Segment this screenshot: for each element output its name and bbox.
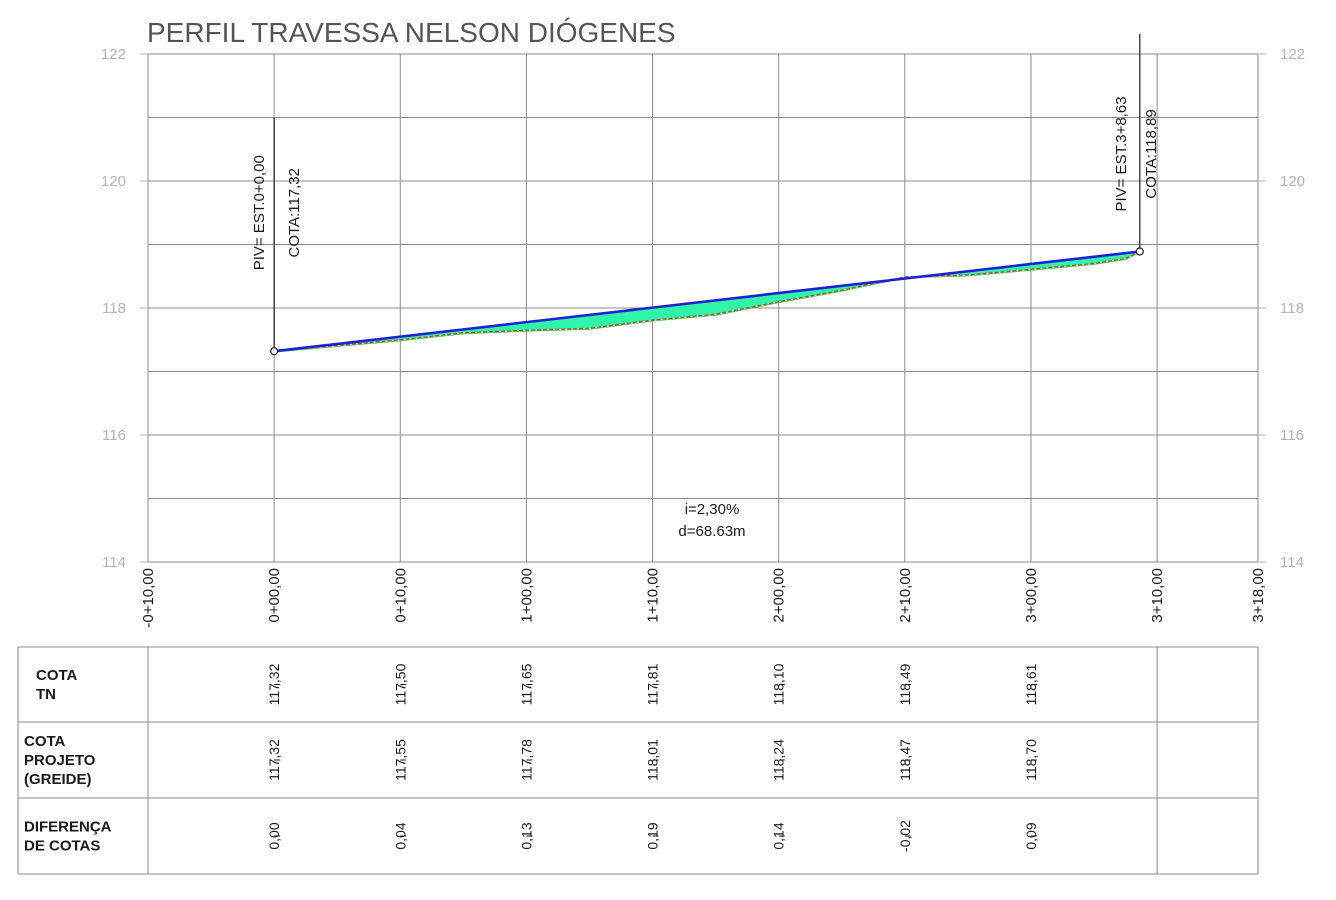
slope-label: i=2,30% [685, 501, 740, 518]
table-row-title: (GREIDE) [24, 771, 92, 788]
y-tick-label-left: 122 [101, 46, 126, 63]
design-grade-line [273, 250, 1140, 353]
table-row-title: PROJETO [24, 752, 96, 769]
table-cell-value: 117,65 [518, 663, 534, 705]
table-cell-value: 0,19 [645, 822, 661, 849]
table-cell-value: 118,10 [771, 663, 787, 705]
piv-point [270, 347, 279, 356]
table-cell-value: 0,00 [266, 822, 282, 849]
table-cell-value: 0,09 [1023, 822, 1039, 849]
station-label: 3+10,00 [1149, 568, 1166, 623]
station-label: -0+10,00 [140, 568, 157, 628]
y-tick-label-left: 118 [102, 300, 126, 317]
station-label: 2+00,00 [771, 568, 788, 623]
station-label: 0+00,00 [266, 568, 283, 623]
profile-series [273, 250, 1141, 353]
table-cell-value: 0,13 [518, 822, 534, 849]
station-label: 0+10,00 [392, 568, 409, 623]
station-label: 3+18,00 [1250, 568, 1267, 623]
table-cell-value: 118,01 [645, 739, 661, 781]
table-cell-value: -0,02 [897, 820, 913, 852]
table-cell-value: 118,49 [897, 663, 913, 705]
piv-point [1135, 247, 1144, 256]
station-label: 2+10,00 [897, 568, 914, 623]
table-cell-value: 118,24 [771, 739, 787, 781]
table-cell-value: 0,04 [392, 822, 408, 849]
terrain-line-green [274, 252, 1140, 353]
table-cell-value: 117,32 [266, 739, 282, 781]
piv-markers: PIV= EST.0+0,00 COTA:117,32 PIV= EST.3+8,6… [251, 34, 1160, 356]
chart-title: PERFIL TRAVESSA NELSON DIÓGENES [147, 17, 676, 48]
terrain-line [274, 250, 1141, 352]
station-label: 1+10,00 [645, 568, 662, 623]
station-label: 3+00,00 [1023, 568, 1040, 623]
y-tick-label-right: 120 [1280, 173, 1305, 190]
y-tick-label-left: 120 [101, 173, 126, 190]
table-cell-value: 117,50 [392, 663, 408, 705]
table-row-title: TN [36, 686, 56, 703]
y-tick-label-right: 114 [1280, 554, 1304, 571]
elevation-table: COTA TN 117,32 117,50 117,65 117,81 118,10 118,… [17, 646, 1259, 875]
table-row-title: COTA [24, 733, 66, 750]
y-tick-label-left: 114 [102, 554, 126, 571]
table-row-title: DIFERENÇA [24, 819, 112, 836]
y-tick-label-right: 118 [1280, 300, 1304, 317]
table-row-title: DE COTAS [24, 838, 100, 855]
piv-cota-label: COTA:117,32 [286, 168, 303, 258]
station-labels: -0+10,00 0+00,00 0+10,00 1+00,00 1+10,00 2+00… [140, 568, 1267, 628]
table-cell-value: 117,78 [518, 739, 534, 781]
y-tick-label-left: 116 [102, 427, 126, 444]
station-label: 1+00,00 [518, 568, 535, 623]
piv-cota-label: COTA:118,89 [1143, 109, 1160, 199]
piv-station-label: PIV= EST.0+0,00 [251, 155, 268, 270]
table-cell-value: 118,47 [897, 739, 913, 781]
table-cell-value: 117,81 [645, 663, 661, 705]
y-tick-label-right: 122 [1280, 46, 1305, 63]
slope-annotation: i=2,30% d=68.63m [678, 501, 745, 540]
table-row-title: COTA [36, 667, 78, 684]
table-cell-value: 117,32 [266, 663, 282, 705]
piv-station-label: PIV= EST.3+8,63 [1113, 96, 1130, 211]
elevation-axes: 122 122 120 120 118 118 116 116 114 114 [101, 46, 1305, 571]
table-cell-value: 0,14 [771, 822, 787, 849]
table-cell-value: 118,70 [1023, 739, 1039, 781]
table-cell-value: 118,61 [1023, 663, 1039, 705]
y-tick-label-right: 116 [1280, 427, 1304, 444]
distance-label: d=68.63m [678, 523, 745, 540]
table-cell-value: 117,55 [392, 739, 408, 781]
